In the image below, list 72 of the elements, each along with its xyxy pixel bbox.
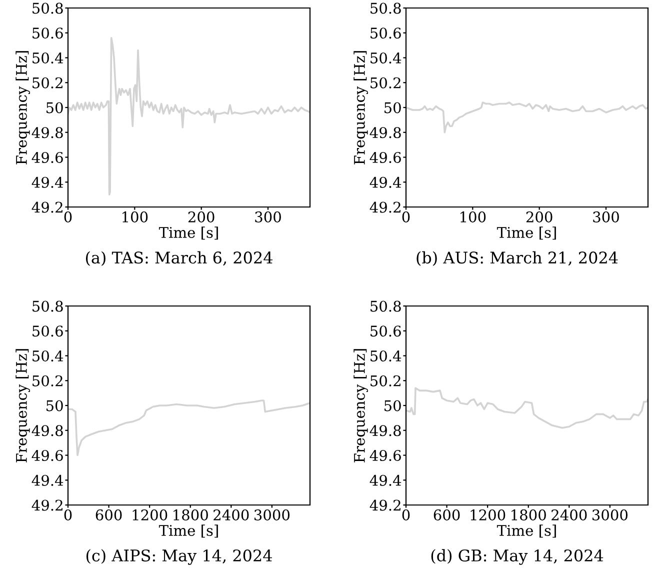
y-tick-label: 50.2 bbox=[370, 77, 400, 88]
y-axis-title: Frequency [Hz] bbox=[16, 51, 30, 164]
y-tick-label: 49.6 bbox=[32, 152, 63, 163]
line-series bbox=[406, 102, 648, 134]
y-tick-label: 49.4 bbox=[370, 176, 402, 188]
y-tick-label: 49.2 bbox=[370, 202, 400, 213]
x-tick-label: 600 bbox=[434, 509, 460, 520]
y-tick-label: 50.8 bbox=[370, 300, 401, 312]
y-tick-label: 49.6 bbox=[370, 450, 401, 461]
y-tick-label: 50.6 bbox=[32, 326, 63, 337]
text: (d) GB: May 14, 2024 bbox=[431, 549, 604, 565]
y-axis-title: Frequency [Hz] bbox=[16, 349, 30, 462]
y-tick-label: 49.4 bbox=[370, 474, 402, 486]
y-tick-label: 49.8 bbox=[32, 127, 63, 138]
x-tick-label: 200 bbox=[526, 211, 552, 222]
y-tick-label: 50.6 bbox=[370, 28, 401, 39]
y-tick-label: 50.8 bbox=[32, 2, 63, 14]
x-axis-title: Time [s] bbox=[158, 524, 218, 538]
y-tick-label: 49.2 bbox=[370, 500, 400, 511]
x-tick-label: 0 bbox=[402, 211, 410, 222]
x-axis-title: Time [s] bbox=[496, 524, 556, 538]
line-series bbox=[68, 400, 310, 456]
x-tick-label: 1800 bbox=[512, 509, 546, 520]
line-series bbox=[68, 36, 310, 196]
x-tick-label: 100 bbox=[460, 211, 486, 222]
x-tick-label: 300 bbox=[593, 211, 619, 222]
y-tick-label: 50 bbox=[46, 400, 63, 412]
x-tick-label: 0 bbox=[64, 509, 72, 520]
x-axis-title: Time [s] bbox=[496, 226, 556, 240]
y-tick-label: 50.4 bbox=[32, 350, 64, 362]
y-tick-label: 49.6 bbox=[370, 152, 401, 163]
y-tick-label: 50.2 bbox=[32, 77, 62, 88]
y-tick-label: 49.2 bbox=[32, 500, 62, 511]
x-tick-label: 100 bbox=[122, 211, 148, 222]
x-tick-label: 0 bbox=[64, 211, 72, 222]
y-tick-label: 50.6 bbox=[32, 28, 63, 39]
line-series bbox=[406, 387, 648, 429]
y-tick-label: 49.4 bbox=[32, 176, 64, 188]
x-tick-label: 2400 bbox=[214, 509, 249, 520]
x-axis-title: Time [s] bbox=[158, 226, 218, 240]
y-tick-label: 50.6 bbox=[370, 326, 401, 337]
text: (a) TAS: March 6, 2024 bbox=[86, 251, 272, 266]
y-tick-label: 50 bbox=[384, 102, 401, 114]
text: (c) AIPS: May 14, 2024 bbox=[86, 549, 272, 565]
y-tick-label: 50 bbox=[46, 102, 63, 114]
text: (b) AUS: March 21, 2024 bbox=[416, 251, 618, 266]
y-tick-label: 49.2 bbox=[32, 202, 62, 213]
y-axis-title: Frequency [Hz] bbox=[354, 349, 368, 462]
y-axis-title: Frequency [Hz] bbox=[354, 51, 368, 164]
x-tick-label: 1200 bbox=[132, 509, 168, 520]
x-tick-label: 600 bbox=[96, 509, 122, 520]
x-tick-label: 2400 bbox=[552, 509, 587, 520]
y-tick-label: 50.2 bbox=[370, 375, 400, 386]
y-tick-label: 49.8 bbox=[370, 425, 401, 436]
x-tick-label: 1800 bbox=[174, 509, 208, 520]
y-tick-label: 50.8 bbox=[370, 2, 401, 14]
y-tick-label: 50.8 bbox=[32, 300, 63, 312]
x-tick-label: 3000 bbox=[592, 509, 628, 520]
y-tick-label: 49.8 bbox=[32, 425, 63, 436]
y-tick-label: 50.4 bbox=[370, 350, 402, 362]
y-tick-label: 50 bbox=[384, 400, 401, 412]
y-tick-label: 50.4 bbox=[370, 52, 402, 64]
x-tick-label: 200 bbox=[188, 211, 214, 222]
y-tick-label: 50.4 bbox=[32, 52, 64, 64]
x-tick-label: 0 bbox=[402, 509, 410, 520]
y-tick-label: 50.2 bbox=[32, 375, 62, 386]
y-tick-label: 49.6 bbox=[32, 450, 63, 461]
x-tick-label: 3000 bbox=[254, 509, 290, 520]
y-tick-label: 49.4 bbox=[32, 474, 64, 486]
x-tick-label: 1200 bbox=[470, 509, 506, 520]
x-tick-label: 300 bbox=[255, 211, 281, 222]
y-tick-label: 49.8 bbox=[370, 127, 401, 138]
